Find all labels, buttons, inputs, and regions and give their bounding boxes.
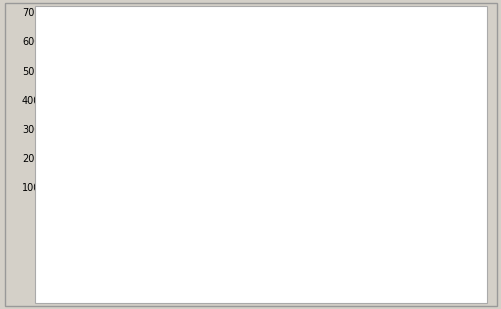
- Bar: [252, 126, 262, 216]
- Bar: [320, 136, 330, 216]
- Bar: [346, 115, 356, 216]
- Bar: [122, 79, 132, 216]
- Bar: [70, 39, 80, 216]
- Bar: [96, 132, 106, 216]
- Bar: [190, 125, 200, 216]
- Bar: [200, 79, 210, 216]
- Bar: [294, 125, 304, 216]
- Bar: [216, 151, 226, 216]
- Bar: [356, 74, 366, 216]
- Bar: [226, 143, 236, 216]
- Bar: [278, 97, 288, 216]
- Bar: [86, 131, 96, 216]
- Bar: [164, 117, 174, 216]
- Bar: [330, 103, 340, 216]
- Bar: [112, 91, 122, 216]
- Bar: [138, 125, 148, 216]
- Bar: [304, 135, 314, 216]
- Bar: [148, 71, 158, 216]
- Legend: Sales, Expenses: Sales, Expenses: [390, 81, 472, 127]
- Bar: [242, 125, 252, 216]
- Bar: [268, 131, 278, 216]
- Bar: [60, 81, 70, 216]
- Bar: [174, 78, 184, 216]
